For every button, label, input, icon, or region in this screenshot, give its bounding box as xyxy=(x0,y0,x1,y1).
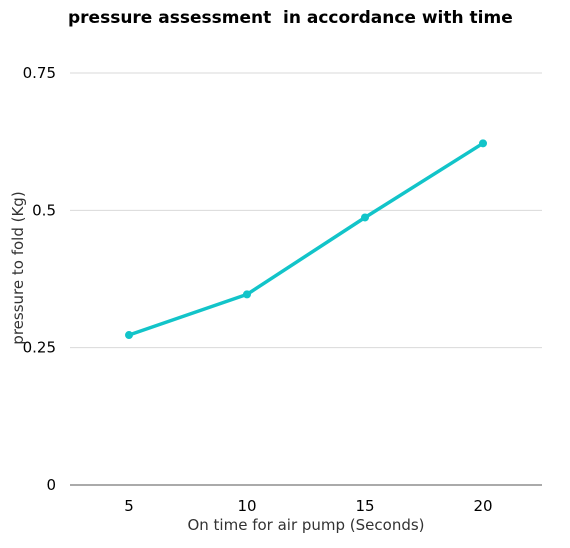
y-tick-label: 0 xyxy=(46,476,56,494)
y-tick-label: 0.25 xyxy=(23,339,56,357)
y-tick-labels: 0 0.25 0.5 0.75 xyxy=(23,64,56,494)
x-tick-label: 10 xyxy=(237,497,256,515)
data-point xyxy=(243,290,251,298)
x-tick-label: 5 xyxy=(124,497,134,515)
x-tick-label: 15 xyxy=(355,497,374,515)
series-layer xyxy=(125,139,487,339)
x-axis-label: On time for air pump (Seconds) xyxy=(187,516,424,534)
data-point xyxy=(479,139,487,147)
data-point xyxy=(125,331,133,339)
chart-title: pressure assessment in accordance with t… xyxy=(68,8,513,28)
y-tick-label: 0.5 xyxy=(32,201,56,219)
data-point xyxy=(361,213,369,221)
y-axis-label: pressure to fold (Kg) xyxy=(9,191,27,344)
gridlines xyxy=(70,73,542,485)
x-tick-label: 20 xyxy=(473,497,492,515)
series-line xyxy=(129,143,483,335)
x-tick-labels: 5 10 15 20 xyxy=(124,497,492,515)
y-tick-label: 0.75 xyxy=(23,64,56,82)
